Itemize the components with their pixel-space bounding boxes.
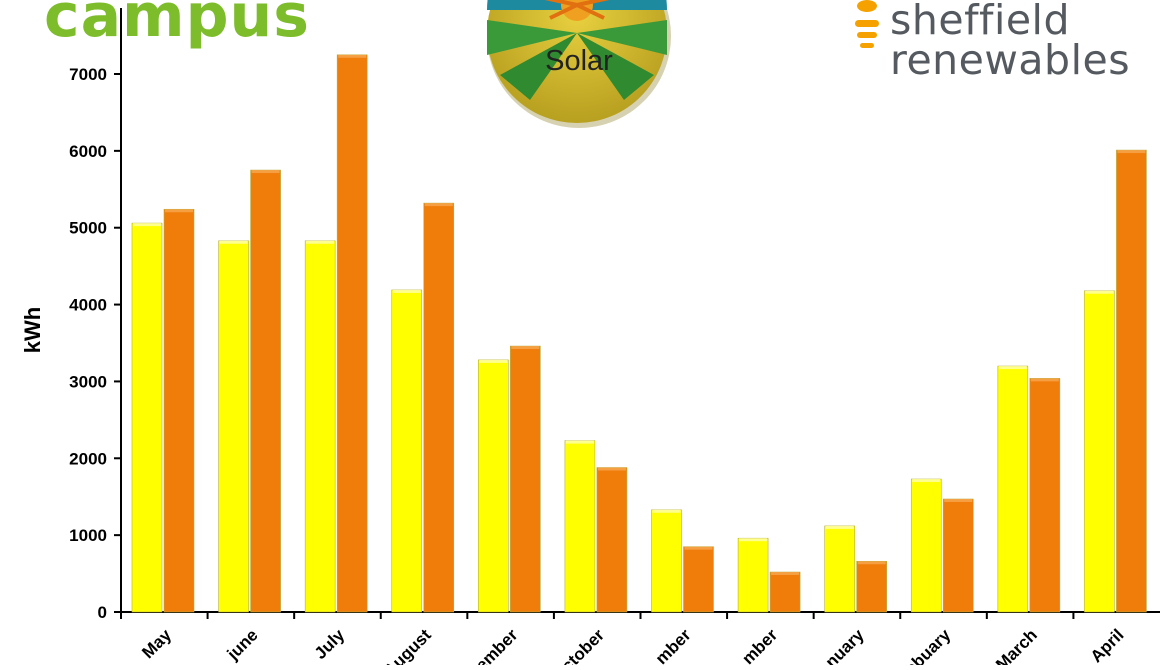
bar-highlight	[771, 572, 800, 576]
x-tick-label: May	[138, 625, 175, 662]
bars	[131, 54, 1147, 613]
bar	[910, 478, 942, 613]
bar	[423, 202, 455, 613]
bar-highlight	[165, 209, 193, 213]
bar-highlight	[684, 546, 713, 550]
y-tick-label: 6000	[69, 142, 107, 161]
campus-logo: campus	[44, 0, 310, 46]
y-tick-label: 3000	[69, 372, 107, 391]
bar-highlight	[479, 359, 508, 363]
bar	[737, 537, 769, 613]
bar	[856, 560, 887, 613]
bar	[942, 498, 974, 613]
bar	[651, 509, 682, 613]
bar	[1029, 378, 1061, 613]
bar-highlight	[1030, 378, 1059, 382]
bar-highlight	[565, 440, 594, 444]
bar	[683, 546, 714, 613]
bar	[304, 240, 336, 613]
bar-highlight	[912, 479, 941, 483]
x-tick-label: june	[223, 625, 262, 664]
bar	[997, 365, 1029, 613]
bar-highlight	[306, 240, 335, 244]
x-tick-label: August	[380, 625, 435, 665]
x-tick-label: mber	[738, 625, 781, 665]
x-tick-label: ember	[472, 625, 522, 665]
bar-highlight	[338, 54, 367, 58]
sheffield-logo-line2: renewables	[890, 36, 1131, 84]
bar-highlight	[944, 499, 973, 503]
bar-highlight	[652, 509, 681, 513]
y-tick-label: 4000	[69, 296, 107, 315]
bar-highlight	[998, 366, 1027, 370]
bar	[1116, 149, 1147, 613]
bar-highlight	[133, 223, 161, 227]
y-tick-label: 7000	[69, 65, 107, 84]
bar	[131, 222, 163, 613]
bar-highlight	[1117, 150, 1146, 154]
bar-highlight	[825, 525, 854, 529]
bar	[510, 345, 541, 613]
bar	[478, 359, 509, 613]
x-tick-label: April	[1087, 625, 1128, 665]
bar	[824, 525, 855, 613]
bar-highlight	[392, 289, 421, 293]
campus-logo-text: campus	[44, 0, 310, 51]
bar-highlight	[1085, 290, 1114, 294]
solar-logo-text: Solar	[545, 45, 613, 77]
x-axis-labels: May june July August ember ctober mber mber nuar…	[120, 612, 1128, 670]
x-tick-label: ebuary	[902, 625, 955, 665]
bar	[564, 440, 596, 613]
x-tick-label: nuary	[822, 625, 869, 665]
y-tick-label: 2000	[69, 449, 107, 468]
x-tick-label: July	[311, 625, 349, 663]
bar	[1084, 290, 1115, 613]
bar	[391, 289, 423, 613]
solar-logo: Solar	[487, 0, 671, 128]
bar	[596, 467, 628, 613]
y-tick-label: 0	[98, 603, 107, 622]
y-axis-label: kWh	[20, 307, 45, 353]
y-axis-ticks: 0 1000 2000 3000 4000 5000 6000 7000	[69, 65, 121, 622]
sheffield-renewables-logo: sheffield renewables	[890, 0, 1131, 84]
bar-highlight	[511, 346, 540, 350]
bar-highlight	[739, 538, 768, 542]
bar-highlight	[597, 467, 626, 471]
bar-highlight	[251, 170, 280, 174]
x-tick-label: March	[992, 625, 1041, 665]
bar-highlight	[424, 203, 453, 207]
x-tick-label: ctober	[558, 625, 608, 665]
bar	[218, 240, 249, 613]
bar-highlight	[857, 561, 886, 565]
y-tick-label: 5000	[69, 219, 107, 238]
bar	[163, 208, 195, 613]
x-tick-label: mber	[652, 625, 695, 665]
bar	[250, 169, 281, 613]
sheffield-sun-icon	[855, 0, 879, 48]
bar	[769, 571, 801, 613]
y-tick-label: 1000	[69, 526, 107, 545]
sheffield-logo-line1: sheffield	[890, 0, 1070, 44]
bar-highlight	[219, 240, 248, 244]
bar	[336, 54, 368, 613]
